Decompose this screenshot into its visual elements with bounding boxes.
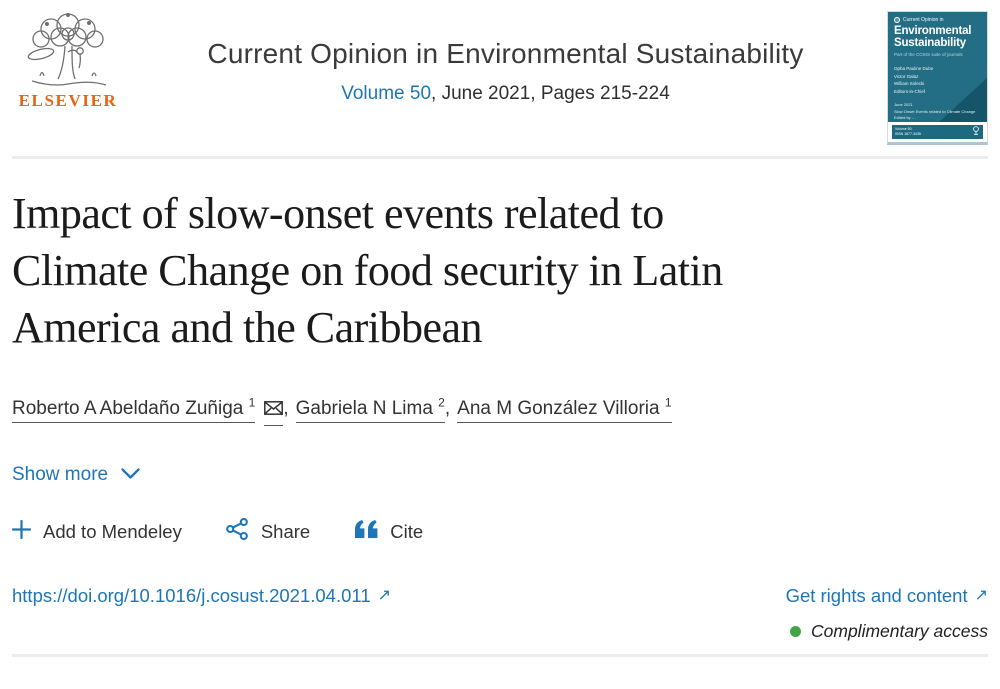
cover-issue-info: June 2021 Slow Onset Events related to C… — [894, 102, 976, 121]
external-link-icon: ↗ — [377, 587, 392, 605]
external-link-icon: ↗ — [974, 587, 988, 605]
share-icon — [225, 518, 249, 545]
article-title: Impact of slow-onset events related to C… — [12, 189, 723, 352]
author-link[interactable]: Roberto A Abeldaño Zuñiga 1 — [12, 396, 256, 424]
journal-title-link[interactable]: Current Opinion in Environmental Sustain… — [207, 38, 804, 69]
doi-row: https://doi.org/10.1016/j.cosust.2021.04… — [12, 585, 988, 607]
header-divider — [12, 156, 988, 159]
author-separator: , — [444, 398, 451, 420]
elsevier-mini-logo-icon — [972, 126, 980, 137]
elsevier-tree-icon — [12, 10, 124, 90]
issue-info-line: Volume 50, June 2021, Pages 215-224 — [124, 83, 887, 105]
access-indicator-dot — [790, 626, 801, 638]
journal-cover-thumbnail[interactable]: Current Opinion in Environmental Sustain… — [887, 11, 988, 145]
author-link[interactable]: Ana M González Villoria 1 — [457, 396, 672, 424]
cite-quote-icon — [354, 519, 378, 544]
journal-info: Current Opinion in Environmental Sustain… — [124, 10, 887, 105]
cover-tagline: Part of the COSIS suite of journals — [894, 51, 963, 57]
action-toolbar: Add to Mendeley Share Cite — [11, 518, 988, 545]
corresponding-author-envelope-icon[interactable] — [264, 399, 284, 427]
get-rights-link[interactable]: Get rights and content ↗ — [785, 585, 988, 607]
doi-link[interactable]: https://doi.org/10.1016/j.cosust.2021.04… — [12, 585, 392, 607]
author-list: Roberto A Abeldaño Zuñiga 1, Gabriela N L… — [12, 396, 988, 427]
show-more-label: Show more — [12, 464, 109, 486]
plus-icon — [11, 519, 32, 544]
author-separator: , — [283, 398, 289, 420]
issue-meta-text: , June 2021, Pages 215-224 — [431, 83, 670, 104]
elsevier-logo[interactable]: ELSEVIER — [12, 10, 124, 111]
elsevier-wordmark: ELSEVIER — [18, 91, 118, 110]
access-status: Complimentary access — [12, 621, 988, 642]
show-more-button[interactable]: Show more — [12, 464, 140, 486]
cover-journal-title: Environmental Sustainability — [894, 25, 972, 49]
journal-masthead: ELSEVIER Current Opinion in Environmenta… — [12, 0, 988, 156]
volume-link[interactable]: Volume 50 — [341, 83, 432, 104]
article-header-page: ELSEVIER Current Opinion in Environmenta… — [11, 0, 988, 658]
cover-kicker-text: Current Opinion in — [903, 17, 944, 23]
cite-button[interactable]: Cite — [354, 519, 423, 544]
cover-editors: Opha Pauline Dube Victor Galaz William S… — [894, 65, 934, 94]
access-label: Complimentary access — [811, 621, 988, 642]
author-link[interactable]: Gabriela N Lima 2 — [295, 396, 445, 424]
section-divider — [12, 654, 988, 658]
add-to-mendeley-button[interactable]: Add to Mendeley — [11, 519, 182, 544]
cover-footer-band: Volume 50 ISSN 1877-3435 — [892, 125, 983, 139]
cover-badge-icon — [894, 17, 900, 23]
chevron-down-icon — [121, 464, 140, 486]
share-button[interactable]: Share — [225, 518, 310, 545]
